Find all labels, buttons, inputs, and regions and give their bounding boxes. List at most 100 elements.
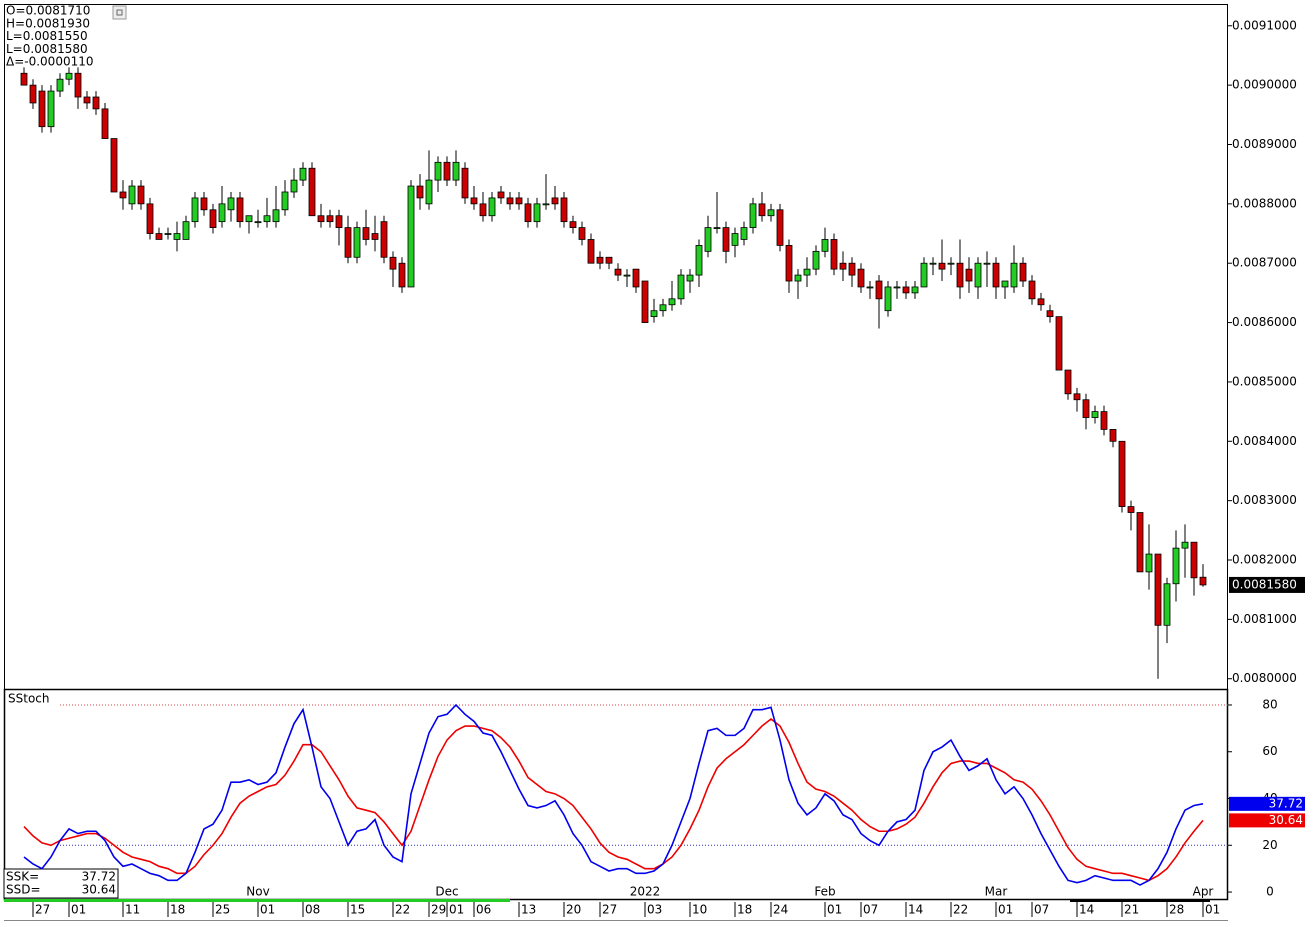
y-tick-label: 0.0080000 [1232,671,1297,685]
candle-body [587,239,595,264]
y-tick-label: 0.0087000 [1232,256,1297,270]
info-line: Δ=-0.0000110 [6,55,94,69]
candle-body [38,90,46,128]
value-box-label: 30.64 [1269,813,1303,827]
candle-body [794,274,802,282]
candle-body [218,203,226,223]
candle-body [848,262,856,276]
month-label: Dec [435,885,458,899]
candle-body [830,239,838,270]
candle-body [1100,411,1108,430]
x-tick-label: 11 [125,903,140,917]
y-tick-label: 0.0086000 [1232,315,1297,329]
candle-body [740,227,748,240]
info-line: L=0.0081580 [6,42,88,56]
candle-body [578,227,586,240]
candle-body [299,167,307,181]
candle-body [1028,280,1036,300]
stoch-title: SStoch [8,692,49,706]
candle-body [992,262,1000,288]
candle-body [884,286,892,312]
candle-body [173,233,181,240]
candle-body [1109,429,1117,442]
candle-body [488,197,496,217]
candle-body [191,197,199,223]
candle-body [200,197,208,211]
candle-body [389,256,397,270]
candle-body [938,262,946,270]
value-box [1229,796,1305,811]
candle-body [1145,553,1153,573]
month-label: Feb [814,885,835,899]
candle-body [155,233,163,240]
date-bar-strip [4,899,510,902]
candle-body [407,185,415,288]
y-tick-label: 0.0084000 [1232,434,1297,448]
candle-body [749,203,757,228]
candle-body [893,286,901,289]
x-tick-label: 06 [476,903,491,917]
last-price-label: 0.0081580 [1232,577,1297,591]
candle-body [902,286,910,294]
candle-body [1190,541,1198,579]
y-tick-label: 0 [1266,885,1274,899]
value-box-label: 37.72 [1269,796,1303,810]
candle-body [956,262,964,288]
y-tick-label: 0.0089000 [1232,137,1297,151]
candle-body [65,72,73,80]
candle-body [641,280,649,323]
candle-body [29,84,37,104]
candle-body [857,268,865,288]
candle-body [722,227,730,252]
value-box [1229,813,1305,828]
candle-body [1172,547,1180,585]
y-tick-label: 0.0090000 [1232,78,1297,92]
candle-body [515,197,523,205]
candle-body [1136,512,1144,573]
x-tick-label: 14 [1079,903,1094,917]
candle-body [290,179,298,193]
stoch-line [23,703,1204,886]
candle-body [1163,583,1171,626]
candle-body [668,298,676,306]
candle-body [731,233,739,246]
panel-button[interactable] [112,5,127,20]
info-line: O=0.0081710 [6,4,90,18]
candle-body [470,197,478,205]
candle-body [551,197,559,205]
candle-body [812,250,820,270]
candle-body [272,209,280,223]
candle-body [533,203,541,223]
x-tick-label: 15 [350,903,365,917]
candle-body [623,274,631,277]
x-tick-label: 18 [737,903,752,917]
candle-body [803,268,811,276]
x-tick-label: 01 [71,903,86,917]
x-tick-label: 10 [692,903,707,917]
x-tick-label: 20 [566,903,581,917]
candle-body [785,245,793,282]
candle-body [1037,298,1045,306]
x-tick-label: 01 [449,903,464,917]
candle-body [425,179,433,205]
candle-body [182,221,190,240]
info-line: L=0.0081550 [6,29,88,43]
candle-body [398,262,406,288]
candle-body [344,227,352,258]
candle-body [1064,369,1072,395]
y-tick-label: 0.0088000 [1232,196,1297,210]
candle-body [326,215,334,223]
y-tick-label: 0.0081000 [1232,612,1297,626]
candle-body [1019,262,1027,282]
candle-body [1082,399,1090,418]
candle-body [479,203,487,217]
y-tick-label: 0.0085000 [1232,374,1297,388]
candle-body [875,280,883,300]
x-tick-label: 29 [431,903,446,917]
x-tick-label: 18 [170,903,185,917]
x-tick-label: 27 [35,903,50,917]
candle-body [632,268,640,288]
candle-body [965,268,973,282]
